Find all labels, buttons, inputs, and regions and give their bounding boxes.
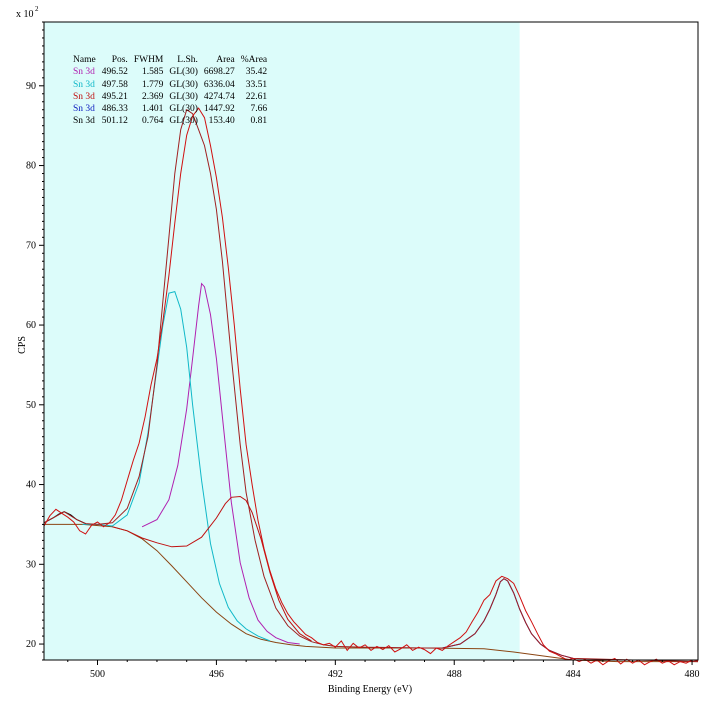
peak-table: Name Pos. FWHM L.Sh. Area %Area Sn 3d 49…: [70, 54, 270, 128]
peak-lsh: GL(30): [169, 91, 198, 102]
peak-fwhm: 0.764: [142, 116, 164, 127]
peak-fwhm: 1.585: [142, 67, 164, 78]
component-line: [82, 290, 271, 642]
y-tick-label: 60: [26, 320, 36, 331]
peak-pos: 496.52: [101, 67, 128, 78]
peak-pct: 33.51: [245, 79, 268, 90]
peak-lsh: GL(30): [169, 116, 198, 127]
peak-pct: 7.66: [250, 104, 268, 115]
peak-lsh: GL(30): [169, 67, 198, 78]
y-tick-label: 20: [26, 639, 36, 650]
peak-row: Sn 3d 486.33 1.401 GL(30) 1447.92 7.66: [70, 103, 270, 115]
peak-pos: 486.33: [101, 104, 128, 115]
peak-row: Sn 3d 501.12 0.764 GL(30) 153.40 0.81: [70, 115, 270, 127]
peak-name: Sn 3d: [73, 91, 95, 102]
peak-name: Sn 3d: [73, 67, 95, 78]
component-line: [112, 495, 312, 642]
header-name: Name: [73, 55, 96, 65]
peak-fwhm: 1.779: [142, 79, 164, 90]
header-lsh: L.Sh.: [177, 55, 198, 65]
y-tick-label: 30: [26, 559, 36, 570]
peak-name: Sn 3d: [73, 79, 95, 90]
peak-table-header: Name Pos. FWHM L.Sh. Area %Area: [70, 54, 270, 66]
header-pct-area: %Area: [240, 55, 268, 65]
peak-pos: 497.58: [101, 79, 128, 90]
envelope-line: [43, 108, 699, 663]
peak-area: 1447.92: [203, 104, 235, 115]
peak-fwhm: 2.369: [142, 91, 164, 102]
peak-row: Sn 3d 497.58 1.779 GL(30) 6336.04 33.51: [70, 79, 270, 91]
background-line: [44, 523, 698, 663]
y-tick-label: 90: [26, 81, 36, 92]
peak-fwhm: 1.401: [142, 104, 164, 115]
peak-area: 6698.27: [203, 67, 235, 78]
peak-lsh: GL(30): [169, 79, 198, 90]
component-line: [141, 282, 300, 645]
highlight-region: [44, 22, 520, 660]
peak-row: Sn 3d 495.21 2.369 GL(30) 4274.74 22.61: [70, 91, 270, 103]
x-tick-label: 492: [328, 669, 343, 680]
x-tick-label: 500: [90, 669, 105, 680]
x-tick-label: 484: [566, 669, 581, 680]
y-axis-title: CPS: [17, 336, 28, 354]
peak-name: Sn 3d: [73, 104, 95, 115]
peak-area: 4274.74: [203, 91, 235, 102]
header-fwhm: FWHM: [133, 55, 164, 65]
header-pos: Pos.: [111, 55, 128, 65]
peak-lsh: GL(30): [169, 104, 198, 115]
y-tick-label: 50: [26, 400, 36, 411]
x-tick-label: 480: [685, 669, 700, 680]
peak-pct: 0.81: [250, 116, 268, 127]
peak-area: 153.40: [208, 116, 235, 127]
header-area: Area: [216, 55, 235, 65]
y-tick-label: 40: [26, 480, 36, 491]
peak-name: Sn 3d: [73, 116, 95, 127]
raw-line: [43, 107, 699, 666]
peak-row: Sn 3d 496.52 1.585 GL(30) 6698.27 35.42: [70, 66, 270, 78]
y-tick-label: 70: [26, 240, 36, 251]
x-tick-label: 496: [209, 669, 224, 680]
y-multiplier-label: x 10: [16, 9, 34, 20]
x-tick-label: 488: [447, 669, 462, 680]
peak-pct: 22.61: [245, 91, 268, 102]
peak-pos: 501.12: [101, 116, 128, 127]
x-axis-title: Binding Energy (eV): [328, 684, 412, 695]
peak-pos: 495.21: [101, 91, 128, 102]
peak-pct: 35.42: [245, 67, 268, 78]
peak-area: 6336.04: [203, 79, 235, 90]
y-multiplier-exponent: 2: [35, 5, 39, 13]
y-tick-label: 80: [26, 161, 36, 172]
